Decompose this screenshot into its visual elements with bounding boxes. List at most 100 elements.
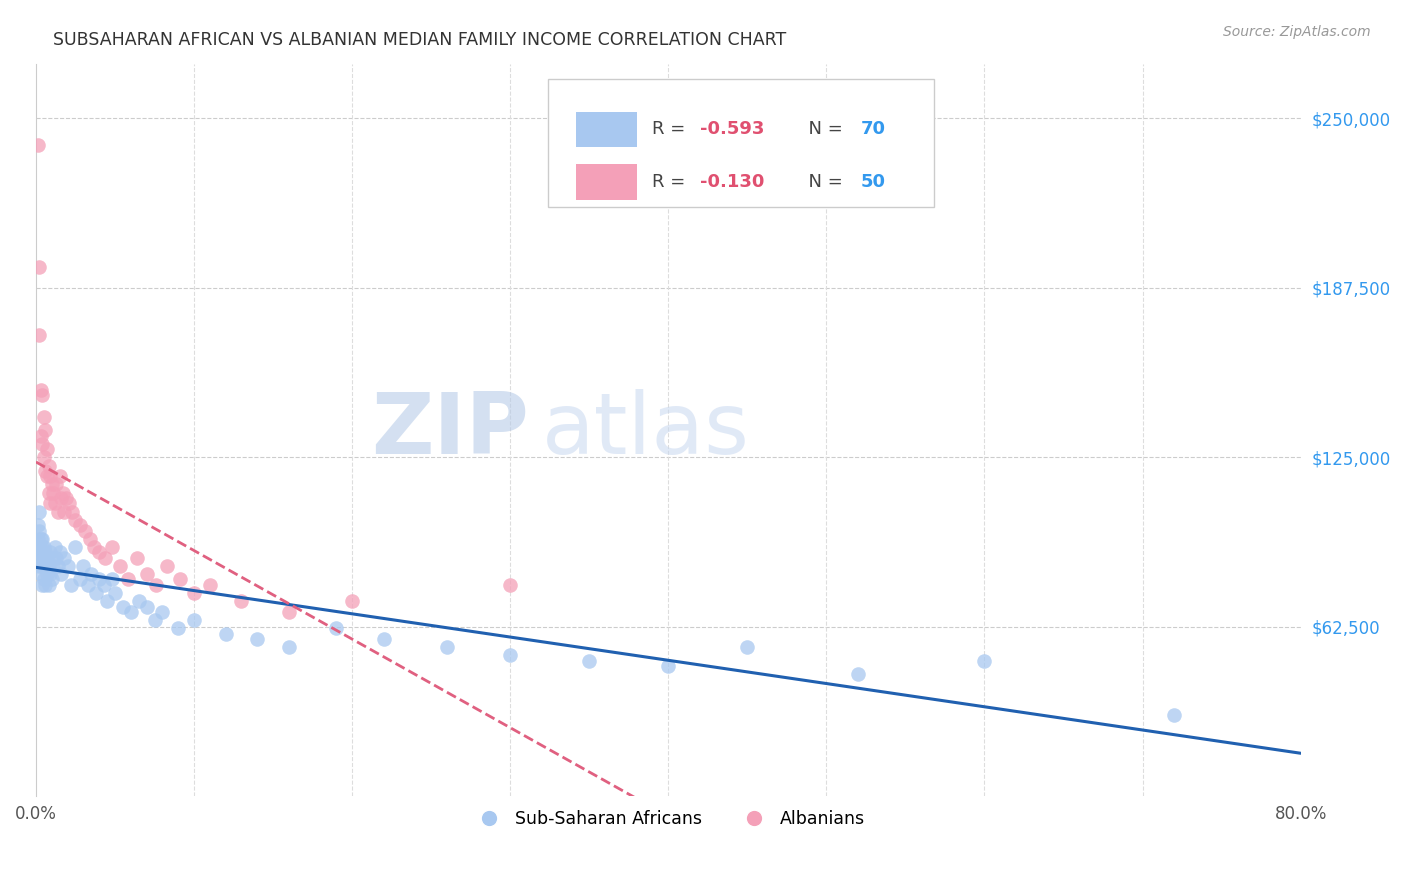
- Point: [28, 524, 51, 538]
- Point: [48, 469, 70, 483]
- Point: [117, 573, 139, 587]
- Point: [277, 605, 299, 619]
- Point: [89, 573, 111, 587]
- Point: [39, 469, 62, 483]
- Point: [108, 558, 131, 573]
- Point: [214, 626, 236, 640]
- Point: [52, 485, 75, 500]
- Point: [38, 458, 60, 473]
- Point: [69, 518, 91, 533]
- Point: [231, 594, 253, 608]
- Point: [111, 599, 134, 614]
- Point: [34, 578, 56, 592]
- Point: [128, 594, 150, 608]
- Point: [39, 567, 62, 582]
- Point: [41, 550, 63, 565]
- Point: [135, 567, 157, 582]
- Point: [44, 496, 66, 510]
- Point: [104, 586, 127, 600]
- Point: [73, 524, 96, 538]
- Point: [38, 485, 60, 500]
- Point: [34, 545, 56, 559]
- Point: [34, 423, 56, 437]
- Text: N =: N =: [797, 173, 849, 191]
- Point: [246, 632, 269, 646]
- Point: [198, 578, 221, 592]
- Point: [80, 567, 103, 582]
- Point: [51, 567, 73, 582]
- Text: -0.130: -0.130: [700, 173, 765, 191]
- Point: [152, 605, 174, 619]
- Point: [277, 640, 299, 655]
- Point: [34, 464, 56, 478]
- Point: [31, 558, 53, 573]
- FancyBboxPatch shape: [576, 164, 637, 200]
- Point: [39, 496, 62, 510]
- Point: [53, 550, 76, 565]
- Point: [83, 540, 105, 554]
- Point: [55, 491, 77, 505]
- Point: [89, 545, 111, 559]
- Point: [31, 388, 53, 402]
- Point: [35, 442, 58, 457]
- Point: [93, 578, 115, 592]
- Point: [30, 428, 52, 442]
- Point: [34, 558, 56, 573]
- Point: [1163, 708, 1185, 723]
- Text: Source: ZipAtlas.com: Source: ZipAtlas.com: [1223, 25, 1371, 39]
- Point: [65, 513, 87, 527]
- Text: -0.593: -0.593: [700, 120, 765, 138]
- Point: [169, 573, 191, 587]
- Point: [44, 540, 66, 554]
- Point: [59, 578, 82, 592]
- Point: [27, 550, 49, 565]
- Point: [973, 654, 995, 668]
- Point: [143, 613, 166, 627]
- Point: [35, 550, 58, 565]
- Point: [737, 640, 759, 655]
- Point: [373, 632, 395, 646]
- FancyBboxPatch shape: [576, 112, 637, 147]
- Point: [32, 550, 55, 565]
- Point: [145, 578, 167, 592]
- Point: [84, 586, 107, 600]
- Point: [657, 659, 679, 673]
- Point: [101, 540, 124, 554]
- Point: [578, 654, 600, 668]
- Point: [35, 469, 58, 483]
- Point: [30, 550, 52, 565]
- Point: [30, 567, 52, 582]
- Point: [72, 558, 94, 573]
- Point: [156, 558, 179, 573]
- Point: [38, 578, 60, 592]
- Point: [31, 540, 53, 554]
- Point: [32, 450, 55, 465]
- Point: [183, 586, 205, 600]
- Point: [48, 545, 70, 559]
- Point: [41, 477, 63, 491]
- Point: [53, 505, 76, 519]
- Point: [32, 409, 55, 424]
- Point: [32, 573, 55, 587]
- Point: [46, 558, 69, 573]
- FancyBboxPatch shape: [548, 78, 934, 207]
- Point: [846, 667, 869, 681]
- Point: [69, 573, 91, 587]
- Point: [31, 532, 53, 546]
- Point: [79, 532, 101, 546]
- Point: [340, 594, 363, 608]
- Point: [51, 491, 73, 505]
- Point: [135, 599, 157, 614]
- Point: [28, 540, 51, 554]
- Point: [183, 613, 205, 627]
- Point: [94, 550, 117, 565]
- Text: 50: 50: [860, 173, 886, 191]
- Point: [38, 558, 60, 573]
- Point: [41, 573, 63, 587]
- Point: [27, 532, 49, 546]
- Text: atlas: atlas: [541, 389, 749, 472]
- Point: [42, 485, 65, 500]
- Point: [39, 545, 62, 559]
- Text: SUBSAHARAN AFRICAN VS ALBANIAN MEDIAN FAMILY INCOME CORRELATION CHART: SUBSAHARAN AFRICAN VS ALBANIAN MEDIAN FA…: [53, 31, 787, 49]
- Point: [31, 578, 53, 592]
